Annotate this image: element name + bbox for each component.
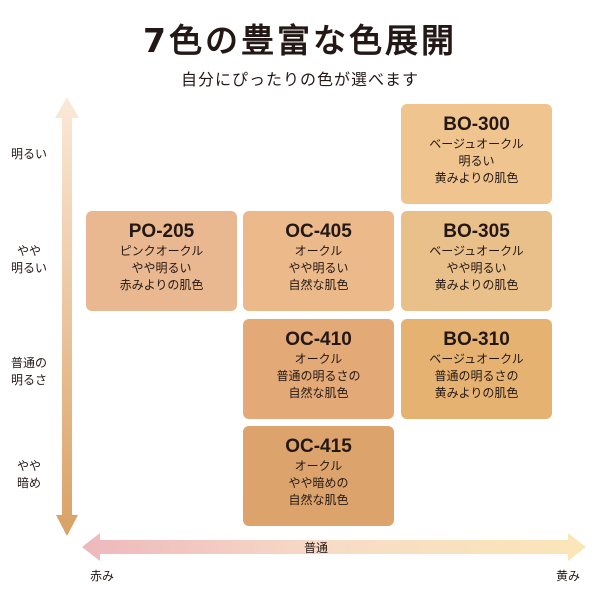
- hue-axis-arrow: [82, 533, 586, 561]
- shade-description: 黄みよりの肌色: [434, 386, 519, 400]
- shade-code: OC-415: [285, 436, 352, 457]
- shade-description: オークル: [294, 459, 343, 473]
- shade-description: ピンクオークル: [119, 244, 204, 258]
- shade-description: 自然な肌色: [288, 278, 349, 292]
- shade-card-po-205: PO-205 ピンクオークル やや明るい赤みよりの肌色: [86, 211, 237, 311]
- shade-description: やや明るい: [446, 261, 507, 275]
- y-label-line: 明るい: [10, 261, 47, 275]
- shade-description: 赤みよりの肌色: [119, 278, 204, 292]
- shade-description: やや明るい: [131, 261, 192, 275]
- shade-description: 自然な肌色: [288, 493, 349, 507]
- brightness-axis-arrow: [55, 97, 79, 536]
- shade-description: 黄みよりの肌色: [434, 278, 519, 292]
- shade-description: ベージュオークル: [429, 137, 524, 151]
- y-label-line: 明るい: [10, 147, 47, 161]
- y-label-slightly-dark: やや 暗め: [4, 458, 54, 492]
- page-title: 7色の豊富な色展開: [143, 21, 457, 60]
- shade-code: BO-310: [443, 329, 510, 350]
- shade-code: OC-405: [285, 221, 352, 242]
- shade-description: 明るい: [458, 154, 495, 168]
- shade-description: ベージュオークル: [429, 352, 524, 366]
- y-label-normal: 普通の 明るさ: [4, 355, 54, 389]
- shade-code: OC-410: [285, 329, 352, 350]
- shade-description: やや明るい: [288, 261, 349, 275]
- y-label-line: 普通の: [10, 356, 47, 370]
- shade-code: PO-205: [128, 221, 195, 242]
- shade-code: BO-305: [443, 221, 510, 242]
- shade-description: 普通の明るさの: [434, 369, 519, 383]
- y-label-line: やや: [16, 244, 41, 258]
- y-label-line: 明るさ: [10, 373, 47, 387]
- shade-card-oc-410: OC-410 オークル普通の明るさの 自然な肌色: [243, 319, 394, 419]
- shade-card-bo-305: BO-305 ベージュオークル やや明るい黄みよりの肌色: [401, 211, 552, 311]
- shade-description: 自然な肌色: [288, 386, 349, 400]
- shade-card-oc-415: OC-415 オークルやや暗めの自然な肌色: [243, 426, 394, 526]
- shade-card-oc-405: OC-405 オークルやや明るい自然な肌色: [243, 211, 394, 311]
- y-label-line: やや: [16, 459, 41, 473]
- shade-description: 黄みよりの肌色: [434, 171, 519, 185]
- shade-description: 普通の明るさの: [276, 369, 361, 383]
- page-subtitle: 自分にぴったりの色が選べます: [180, 70, 419, 89]
- x-label-center: 普通: [304, 541, 329, 555]
- x-label-right: 黄み: [556, 569, 581, 583]
- shade-description: やや暗めの: [288, 476, 349, 490]
- x-label-left: 赤み: [90, 569, 115, 583]
- y-label-bright: 明るい: [4, 146, 54, 163]
- y-label-line: 暗め: [16, 476, 41, 490]
- shade-description: オークル: [294, 244, 343, 258]
- shade-description: ベージュオークル: [429, 244, 524, 258]
- shade-card-bo-300: BO-300 ベージュオークル 明るい黄みよりの肌色: [401, 104, 552, 204]
- shade-description: オークル: [294, 352, 343, 366]
- y-label-slightly-bright: やや 明るい: [4, 243, 54, 277]
- shade-card-bo-310: BO-310 ベージュオークル 普通の明るさの 黄みよりの肌色: [401, 319, 552, 419]
- shade-code: BO-300: [443, 114, 510, 135]
